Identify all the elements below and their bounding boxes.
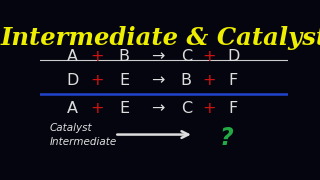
Text: →: → <box>151 50 164 64</box>
Text: +: + <box>202 73 215 88</box>
Text: B: B <box>119 50 130 64</box>
Text: +: + <box>90 101 104 116</box>
Text: Catalyst: Catalyst <box>50 123 92 133</box>
Text: +: + <box>202 101 215 116</box>
Text: +: + <box>202 50 215 64</box>
Text: E: E <box>119 73 129 88</box>
Text: E: E <box>119 101 129 116</box>
Text: B: B <box>181 73 192 88</box>
Text: F: F <box>229 101 238 116</box>
Text: Intermediate: Intermediate <box>50 137 117 147</box>
Text: →: → <box>151 101 164 116</box>
Text: F: F <box>229 73 238 88</box>
Text: D: D <box>227 50 240 64</box>
Text: A: A <box>67 101 78 116</box>
Text: Intermediate & Catalyst: Intermediate & Catalyst <box>0 26 320 50</box>
Text: D: D <box>66 73 78 88</box>
Text: ?: ? <box>219 126 233 150</box>
Text: +: + <box>90 50 104 64</box>
Text: +: + <box>90 73 104 88</box>
Text: C: C <box>181 101 192 116</box>
Text: C: C <box>181 50 192 64</box>
Text: →: → <box>151 73 164 88</box>
Text: A: A <box>67 50 78 64</box>
